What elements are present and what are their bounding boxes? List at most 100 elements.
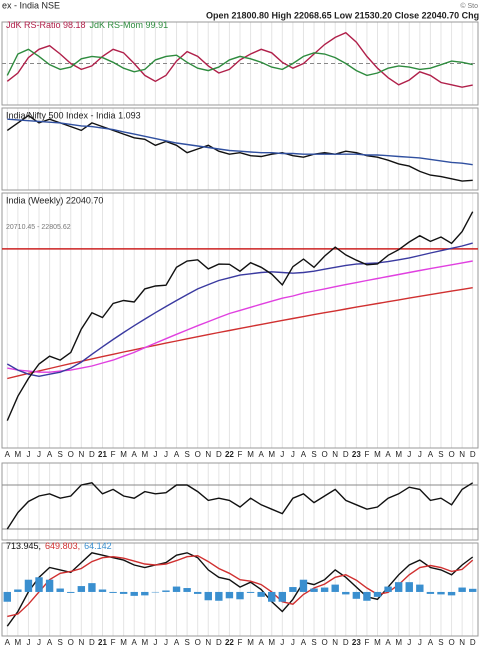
histogram-bar bbox=[3, 591, 11, 602]
x-tick-label: O bbox=[448, 638, 454, 647]
symbol: ex - India NSE bbox=[2, 0, 60, 10]
histogram-bar bbox=[193, 591, 202, 594]
x-tick-label: D bbox=[216, 638, 222, 647]
x-tick-label: N bbox=[459, 638, 465, 647]
histogram-bar bbox=[299, 579, 308, 592]
histogram-bar bbox=[130, 591, 138, 596]
x-tick-label: N bbox=[459, 450, 465, 459]
histogram-bar bbox=[151, 591, 160, 593]
x-tick-label: A bbox=[428, 450, 434, 459]
x-tick-label: M bbox=[15, 450, 22, 459]
legend-entry: 64.142 bbox=[84, 541, 112, 551]
histogram-bar bbox=[437, 591, 445, 595]
x-tick-label: O bbox=[68, 450, 74, 459]
series-line bbox=[7, 287, 473, 380]
x-tick-label: S bbox=[184, 450, 189, 459]
histogram-bar bbox=[469, 588, 477, 592]
histogram-bar bbox=[405, 582, 413, 592]
x-tick-label: A bbox=[174, 450, 180, 459]
x-tick-label: D bbox=[470, 638, 476, 647]
histogram-bar bbox=[416, 584, 424, 592]
series-line bbox=[6, 242, 473, 378]
histogram-bar bbox=[77, 586, 86, 592]
histogram-bar bbox=[289, 587, 297, 592]
histogram-bar bbox=[268, 591, 276, 602]
panel-subtitle: 20710.45 - 22805.62 bbox=[6, 224, 71, 231]
panel-frame bbox=[1, 107, 479, 191]
x-tick-label: D bbox=[343, 450, 349, 459]
x-tick-label: 22 bbox=[225, 638, 234, 647]
histogram-bar bbox=[394, 582, 403, 592]
x-tick-label: S bbox=[311, 638, 316, 647]
x-tick-label: 23 bbox=[352, 638, 361, 647]
panel-frame bbox=[1, 542, 479, 637]
x-tick-label: S bbox=[184, 638, 189, 647]
x-tick-label: J bbox=[280, 638, 284, 647]
series-line bbox=[6, 114, 473, 182]
histogram-bar bbox=[141, 591, 149, 596]
x-tick-label: M bbox=[395, 638, 402, 647]
x-tick-label: F bbox=[111, 450, 116, 459]
histogram-bar bbox=[447, 591, 456, 596]
series-line bbox=[6, 552, 474, 627]
x-tick-label: N bbox=[78, 450, 84, 459]
x-tick-label: M bbox=[141, 638, 148, 647]
histogram-bar bbox=[458, 587, 466, 592]
x-tick-label: A bbox=[5, 638, 11, 647]
x-tick-label: O bbox=[448, 450, 454, 459]
series-line bbox=[7, 118, 473, 166]
x-tick-label: M bbox=[141, 450, 148, 459]
x-tick-label: J bbox=[153, 450, 157, 459]
x-tick-label: F bbox=[238, 638, 243, 647]
histogram-bar bbox=[98, 589, 107, 592]
x-tick-label: A bbox=[132, 450, 138, 459]
histogram-bar bbox=[56, 588, 64, 592]
x-tick-label: J bbox=[291, 638, 295, 647]
x-tick-label: D bbox=[216, 450, 222, 459]
x-tick-label: J bbox=[407, 638, 411, 647]
x-tick-label: F bbox=[111, 638, 116, 647]
x-tick-label: J bbox=[37, 450, 41, 459]
x-tick-label: S bbox=[438, 638, 443, 647]
x-tick-label: S bbox=[58, 450, 63, 459]
x-tick-label: F bbox=[238, 450, 243, 459]
histogram-bar bbox=[215, 591, 223, 601]
histogram-bar bbox=[162, 590, 170, 592]
series-line bbox=[6, 31, 473, 88]
histogram-bar bbox=[225, 591, 234, 599]
histogram-bar bbox=[35, 577, 43, 592]
x-tick-label: J bbox=[418, 638, 422, 647]
x-tick-label: A bbox=[301, 638, 307, 647]
x-tick-label: A bbox=[132, 638, 138, 647]
series-line bbox=[6, 482, 474, 530]
histogram-bar bbox=[363, 591, 371, 601]
x-tick-label: J bbox=[407, 450, 411, 459]
x-tick-label: S bbox=[438, 450, 443, 459]
x-tick-label: M bbox=[268, 450, 275, 459]
credit: © Sto bbox=[460, 2, 478, 10]
x-tick-label: A bbox=[428, 638, 434, 647]
x-tick-label: S bbox=[311, 450, 316, 459]
x-tick-label: M bbox=[395, 450, 402, 459]
panel-frame bbox=[1, 192, 479, 449]
x-tick-label: O bbox=[68, 638, 74, 647]
x-tick-label: S bbox=[58, 638, 63, 647]
series-line bbox=[7, 260, 473, 373]
histogram-bar bbox=[310, 588, 318, 592]
x-tick-label: N bbox=[205, 450, 211, 459]
x-tick-label: N bbox=[78, 638, 84, 647]
panel-frame bbox=[1, 462, 479, 541]
x-tick-label: D bbox=[470, 450, 476, 459]
series-line bbox=[6, 48, 473, 77]
legend-entry: 713.945, bbox=[6, 541, 41, 551]
x-tick-label: F bbox=[364, 450, 369, 459]
x-tick-label: N bbox=[205, 638, 211, 647]
x-tick-label: M bbox=[120, 638, 127, 647]
x-tick-label: A bbox=[47, 638, 53, 647]
x-tick-label: O bbox=[322, 638, 328, 647]
histogram-bar bbox=[331, 584, 339, 592]
ohlc: Open 21800.80 High 22068.65 Low 21530.20… bbox=[206, 10, 480, 20]
histogram-bar bbox=[24, 579, 33, 592]
histogram-bar bbox=[426, 591, 435, 594]
